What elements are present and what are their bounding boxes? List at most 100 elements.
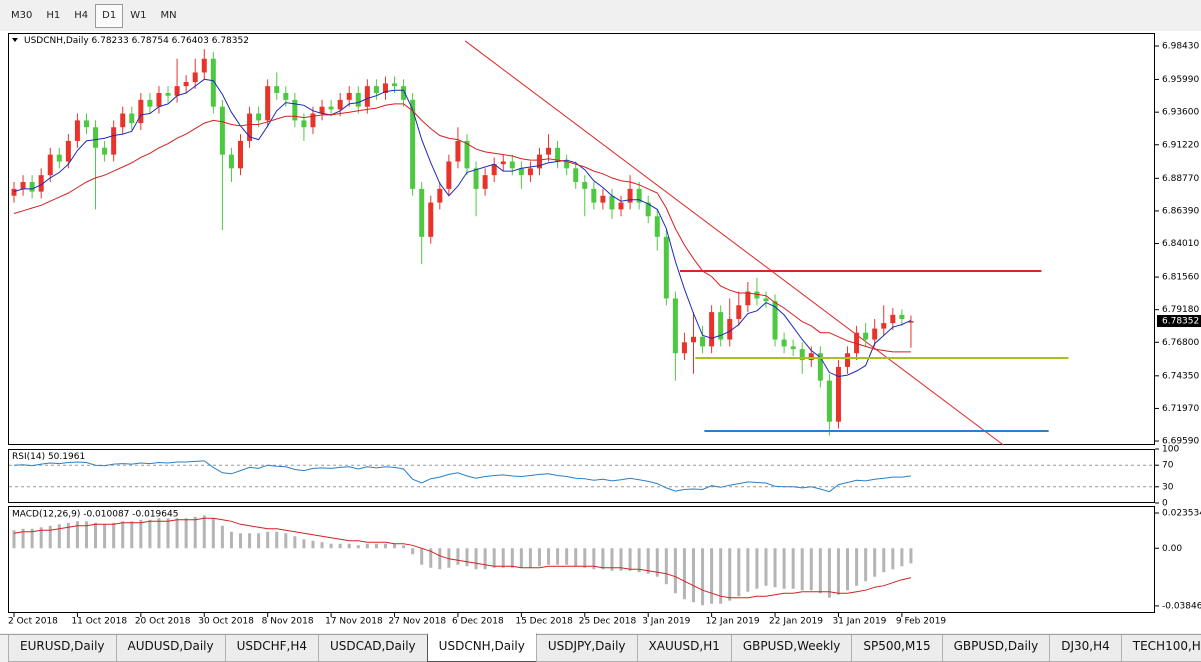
macd-bar [266,531,270,549]
candle-body [908,321,914,323]
candle-body [265,86,271,121]
chart-tab[interactable]: GBPUSD,Weekly [730,635,853,662]
candle-body [799,349,805,361]
candle-body [872,328,878,340]
candle-body [826,380,832,422]
chart-tab[interactable]: USDCNH,Daily [426,633,537,662]
timeframe-button[interactable]: M30 [11,9,33,21]
candle-body [437,188,443,203]
candle-body [428,202,434,237]
timeframe-button[interactable]: W1 [130,9,147,21]
macd-bar [846,548,850,591]
macd-bar [248,533,252,549]
candle-body [446,161,452,189]
chart-tab[interactable]: DJ30,H4 [1049,635,1122,662]
chart-tab[interactable]: USDCAD,Daily [318,635,428,662]
chart-tab[interactable]: TECH100,H1 [1120,635,1201,662]
macd-bar [329,543,333,549]
macd-bar [21,528,25,549]
macd-bar [402,545,406,549]
candle-body [419,188,425,237]
macd-bar [239,533,242,549]
timeframe-button[interactable]: D1 [95,3,124,28]
y-tick-label: -0.038466 [1162,601,1201,611]
macd-bar [800,548,804,591]
chart-tab[interactable]: GBPUSD,Daily [941,635,1051,662]
candle-body [636,188,642,203]
macd-bar [66,522,70,549]
candle-body [754,291,760,299]
candle-body [618,202,624,210]
y-tick-label: 6.81560 [1162,273,1199,283]
last-price-box [1157,315,1201,328]
candle-body [464,140,470,169]
candle-body [11,188,17,196]
candle-body [881,323,887,329]
macd-bar [764,548,768,586]
x-tick-label: 30 Oct 2018 [198,617,254,627]
macd-bar [211,518,215,549]
macd-title: MACD(12,26,9) -0.010087 -0.019645 [12,510,178,520]
macd-bar [773,548,777,588]
y-tick-label: 100 [1162,445,1179,455]
macd-bar [510,548,514,568]
timeframe-button[interactable]: H1 [46,9,61,21]
candle-body [863,332,869,340]
macd-bar [112,522,116,549]
candle-body [654,216,660,237]
chart-tab[interactable]: XAUUSD,H1 [636,635,732,662]
candle-body [392,83,398,87]
y-tick-label: 6.84010 [1162,239,1199,249]
x-tick-label: 15 Dec 2018 [515,617,573,627]
macd-bar [338,543,342,549]
macd-bar [565,548,569,565]
macd-bar [374,543,378,549]
chart-tab[interactable]: USDCHF,H4 [224,635,320,662]
candle-body [102,147,108,155]
macd-bar [465,548,469,567]
chart-tabs: EURUSD,Daily AUDUSD,Daily USDCHF,H4 USDCAD,… [0,633,1201,662]
macd-bar [574,548,578,567]
candle-body [238,140,243,169]
macd-bar [94,522,98,549]
macd-bar [809,548,813,591]
macd-bar [420,548,424,565]
timeframe-button[interactable]: MN [160,9,177,21]
rsi-panel [8,449,1155,503]
x-tick-label: 17 Nov 2018 [325,617,383,627]
timeframe-button[interactable]: H4 [74,9,89,21]
chart-tab[interactable]: EURUSD,Daily [8,635,117,662]
x-tick-label: 3 Jan 2019 [642,617,690,627]
candle-body [410,99,416,189]
candle-body [192,72,198,83]
chart-tab[interactable]: SP500,M15 [851,635,943,662]
candle-body [219,106,225,155]
y-tick-label: 6.86390 [1162,206,1199,216]
candle-body [20,182,26,189]
candle-body [256,113,262,121]
candle-body [482,175,488,189]
candle-body [247,113,253,141]
candle-body [600,195,606,203]
macd-bar [347,543,351,549]
macd-bar [682,548,686,600]
chart-tab[interactable]: AUDUSD,Daily [115,635,226,662]
macd-bar [501,548,505,568]
macd-bar [275,531,279,549]
candle-body [138,99,144,124]
macd-bar [57,524,61,549]
macd-bar [528,548,532,568]
candle-body [772,301,778,340]
macd-bar [719,548,723,604]
chart-tab[interactable]: USDJPY,Daily [535,635,638,662]
x-tick-label: 25 Dec 2018 [579,617,637,627]
candle-body [455,140,461,162]
candle-body [709,312,715,347]
macd-bar [592,548,596,570]
candle-body [165,92,171,96]
macd-bar [827,548,831,598]
candle-body [745,291,751,306]
candle-body [555,147,561,162]
y-tick-label: 6.93600 [1162,108,1199,118]
